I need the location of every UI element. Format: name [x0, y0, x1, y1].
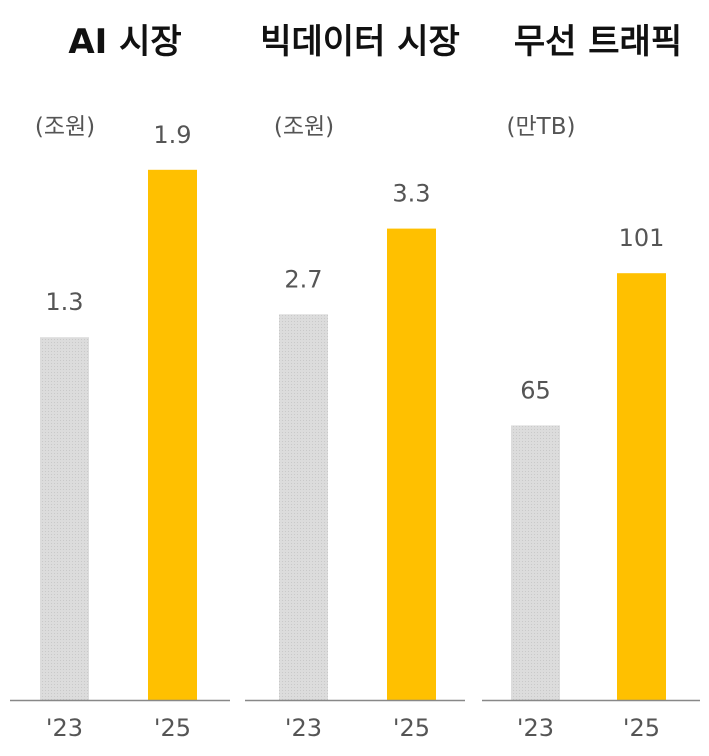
bar-2025	[387, 228, 436, 700]
data-label: 3.3	[392, 180, 430, 208]
x-tick-label: '25	[154, 714, 191, 742]
bar-2023	[511, 425, 560, 700]
unit-label: (조원)	[274, 114, 334, 140]
chart-title: 무선 트래픽	[514, 22, 682, 62]
x-tick-label: '25	[393, 714, 430, 742]
x-tick-label: '23	[517, 714, 554, 742]
bar-2025	[617, 273, 666, 700]
unit-label: (만TB)	[507, 114, 576, 140]
x-tick-label: '23	[285, 714, 322, 742]
bar-2023	[40, 337, 89, 700]
x-tick-label: '25	[623, 714, 660, 742]
chart-panel-3: 무선 트래픽 (만TB) 65 '23 101 '25	[482, 22, 700, 742]
chart-title: 빅데이터 시장	[260, 22, 460, 62]
chart-panel-2: 빅데이터 시장 (조원) 2.7 '23 3.3 '25	[245, 22, 465, 742]
data-label: 2.7	[284, 265, 322, 293]
chart-title: AI 시장	[68, 22, 181, 62]
x-tick-label: '23	[46, 714, 83, 742]
data-label: 101	[619, 224, 665, 252]
data-label: 65	[520, 376, 551, 404]
bar-2025	[148, 169, 197, 701]
data-label: 1.9	[153, 121, 191, 149]
data-label: 1.3	[45, 288, 83, 316]
unit-label: (조원)	[35, 114, 95, 140]
chart-panel-1: AI 시장 (조원) 1.3 '23 1.9 '25	[10, 22, 230, 742]
bar-2023	[279, 314, 328, 700]
